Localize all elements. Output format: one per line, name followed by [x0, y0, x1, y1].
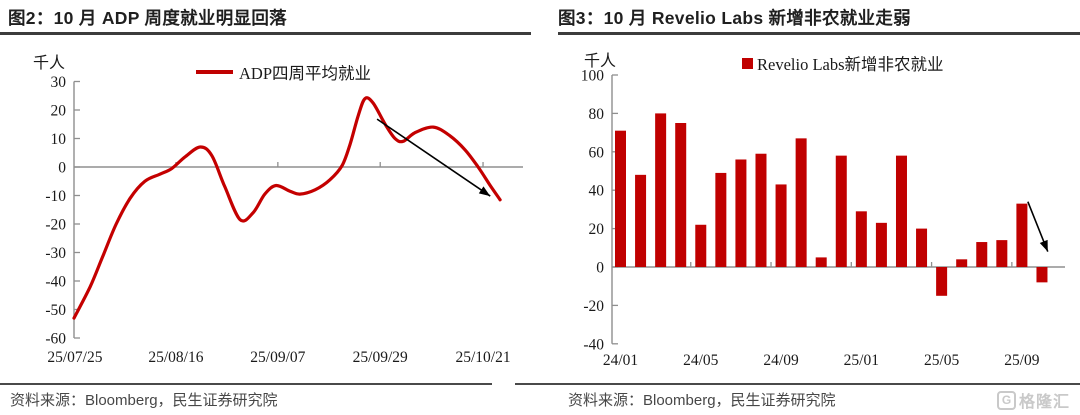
legend-square-marker-icon	[742, 57, 753, 69]
tick-label: 30	[51, 74, 67, 91]
tick-label: -20	[583, 298, 604, 315]
gelonghui-watermark-text: 格隆汇	[1019, 394, 1071, 411]
tick-label: 20	[51, 103, 67, 120]
gelonghui-watermark: G 格隆汇	[997, 388, 1070, 412]
tick-label: 40	[589, 183, 605, 200]
left-chart-title: 图2：10 月 ADP 周度就业明显回落	[8, 8, 287, 28]
bar-24/08	[755, 153, 767, 267]
annotation-arrowhead-icon	[478, 186, 491, 197]
tick-label: 60	[589, 144, 605, 161]
bar-25/08	[996, 240, 1008, 267]
bar-24/04	[675, 123, 687, 267]
bar-25/06	[956, 259, 968, 267]
bar-25/03	[895, 155, 907, 267]
left-source-rule	[0, 383, 492, 385]
bar-25/07	[976, 242, 988, 267]
left-legend: ADP四周平均就业	[196, 60, 371, 84]
tick-label: 25/10/21	[455, 349, 510, 366]
tick-label: 25/09/29	[353, 349, 408, 366]
adp-line-series	[72, 96, 502, 320]
tick-label: 24/05	[683, 352, 719, 369]
left-legend-label: ADP四周平均就业	[239, 64, 372, 83]
bar-24/06	[715, 172, 727, 267]
tick-label: 0	[58, 160, 66, 177]
right-y-axis-unit: 千人	[584, 53, 617, 70]
tick-label: 25/09	[1004, 352, 1040, 369]
tick-label: 25/05	[924, 352, 960, 369]
tick-label: 25/08/16	[148, 349, 203, 366]
bar-25/05	[936, 267, 948, 296]
bar-24/12	[835, 155, 847, 267]
bar-24/10	[795, 138, 807, 267]
tick-label: 20	[589, 221, 605, 238]
right-legend-label: Revelio Labs新增非农就业	[757, 55, 944, 74]
right-legend: Revelio Labs新增非农就业	[742, 51, 944, 75]
tick-label: -40	[583, 336, 604, 353]
left-source: 资料来源：Bloomberg，民生证券研究院	[10, 392, 278, 409]
tick-label: 100	[581, 68, 605, 85]
tick-label: -60	[45, 331, 66, 348]
tick-label: 24/01	[603, 352, 638, 369]
bar-25/04	[916, 228, 928, 267]
tick-label: -30	[45, 245, 66, 262]
tick-label: -10	[45, 188, 66, 205]
right-source-rule	[515, 383, 1080, 385]
bar-25/09	[1016, 203, 1028, 267]
tick-label: 25/07/25	[47, 349, 102, 366]
bar-24/01	[615, 130, 626, 267]
bar-25/02	[875, 222, 887, 267]
adp-line-chart: 30 20 10 0 -10 -20 -30 -40 -50 -60 25/07/25 25/08/1…	[0, 40, 540, 385]
tick-label: -50	[45, 302, 66, 319]
annotation-arrowhead-icon	[1039, 239, 1048, 252]
gelonghui-logo-icon: G	[997, 390, 1016, 410]
tick-label: 80	[589, 106, 605, 123]
right-source: 资料来源：Bloomberg，民生证券研究院	[568, 392, 836, 409]
bar-24/07	[735, 159, 747, 267]
tick-label: -20	[45, 217, 66, 234]
tick-label: 25/09/07	[250, 349, 305, 366]
bar-24/03	[655, 113, 667, 268]
tick-label: 0	[596, 260, 604, 277]
left-title-rule	[0, 32, 531, 35]
right-chart-title: 图3：10 月 Revelio Labs 新增非农就业走弱	[558, 8, 911, 28]
bar-24/11	[815, 257, 827, 267]
bar-25/10	[1036, 267, 1048, 283]
tick-label: 10	[51, 131, 67, 148]
bar-25/01	[855, 211, 867, 267]
tick-label: 25/01	[844, 352, 879, 369]
left-y-axis-unit: 千人	[33, 55, 66, 72]
tick-label: -40	[45, 274, 66, 291]
revelio-bar-chart: 100 80 60 40 20 0 -20 -40 24/01 24/05 24/09 25/01 25…	[545, 40, 1080, 385]
tick-label: 24/09	[763, 352, 799, 369]
bar-24/09	[775, 184, 787, 267]
legend-line-marker-icon	[196, 70, 233, 74]
bar-24/02	[635, 174, 647, 267]
bar-24/05	[695, 224, 707, 267]
right-title-rule	[558, 32, 1080, 35]
annotation-arrow-line	[376, 118, 491, 197]
